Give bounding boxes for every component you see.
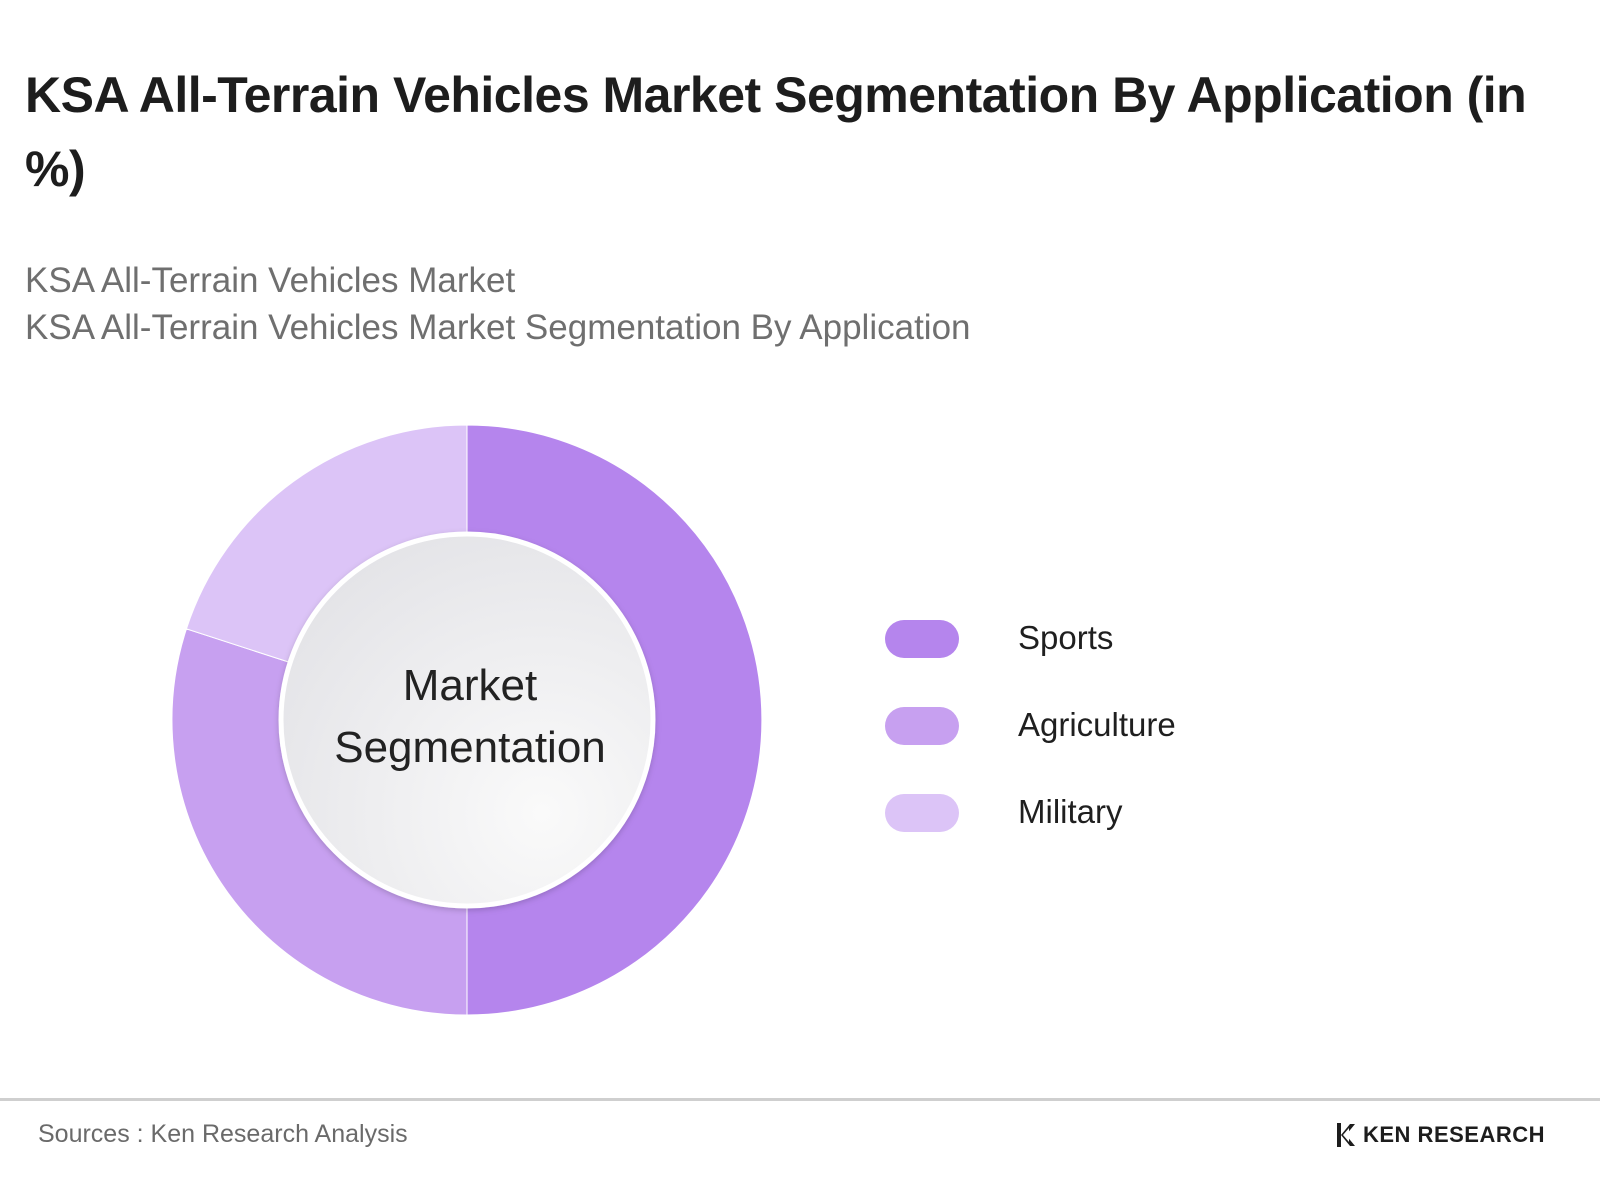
- donut-center-label: Market Segmentation: [280, 655, 660, 779]
- legend-label: Agriculture: [1018, 706, 1176, 743]
- source-note: Sources : Ken Research Analysis: [38, 1120, 408, 1148]
- center-label-line-1: Market: [402, 661, 538, 710]
- donut-center-disc: [278, 531, 656, 909]
- subtitle-line-1: KSA All-Terrain Vehicles Market: [25, 261, 516, 300]
- center-label-line-2: Segmentation: [334, 723, 606, 772]
- chart-title: KSA All-Terrain Vehicles Market Segmenta…: [25, 67, 1527, 197]
- legend-swatch: [885, 794, 959, 832]
- ken-research-k-logo-icon: [1337, 1123, 1355, 1147]
- legend-label: Military: [1018, 793, 1123, 830]
- footer-divider: [0, 1098, 1600, 1101]
- legend-swatch: [885, 707, 959, 745]
- ken-research-logo: KEN RESEARCH: [1335, 1119, 1545, 1151]
- logo-text: KEN RESEARCH: [1363, 1122, 1546, 1147]
- chart-subtitle: KSA All-Terrain Vehicles Market KSA All-…: [25, 257, 971, 351]
- donut-chart: [171, 424, 763, 1016]
- legend-label: Sports: [1018, 619, 1114, 656]
- subtitle-line-2: KSA All-Terrain Vehicles Market Segmenta…: [25, 308, 971, 347]
- legend-swatch: [885, 620, 959, 658]
